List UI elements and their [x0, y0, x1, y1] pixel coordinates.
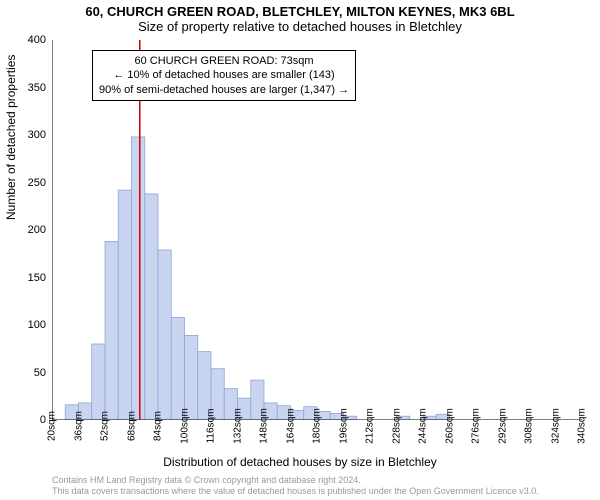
- y-tick-label: 350: [28, 82, 46, 94]
- x-tick-label: 164sqm: [285, 408, 296, 444]
- x-tick-label: 340sqm: [577, 408, 588, 444]
- y-tick-label: 0: [40, 414, 46, 426]
- x-tick-label: 244sqm: [418, 408, 429, 444]
- x-tick-label: 228sqm: [391, 408, 402, 444]
- x-tick-label: 52sqm: [100, 411, 111, 441]
- y-tick-label: 250: [28, 177, 46, 189]
- x-tick-label: 84sqm: [153, 411, 164, 441]
- y-tick-label: 50: [34, 367, 46, 379]
- x-tick-label: 196sqm: [338, 408, 349, 444]
- x-tick-label: 36sqm: [73, 411, 84, 441]
- y-tick-label: 200: [28, 224, 46, 236]
- x-tick-label: 260sqm: [444, 408, 455, 444]
- x-axis-label: Distribution of detached houses by size …: [0, 455, 600, 469]
- y-axis-label: Number of detached properties: [4, 55, 18, 220]
- histogram-chart: 60 CHURCH GREEN ROAD: 73sqm ← 10% of det…: [52, 40, 582, 420]
- x-tick-label: 100sqm: [179, 408, 190, 444]
- y-tick-label: 150: [28, 272, 46, 284]
- x-tick-label: 324sqm: [550, 408, 561, 444]
- y-tick-label: 100: [28, 319, 46, 331]
- annotation-box: 60 CHURCH GREEN ROAD: 73sqm ← 10% of det…: [92, 50, 356, 101]
- x-tick-label: 292sqm: [497, 408, 508, 444]
- x-tick-label: 308sqm: [524, 408, 535, 444]
- x-tick-label: 116sqm: [206, 409, 217, 444]
- x-tick-label: 180sqm: [312, 408, 323, 444]
- annotation-line1: 60 CHURCH GREEN ROAD: 73sqm: [99, 54, 349, 68]
- x-tick-label: 148sqm: [259, 408, 270, 444]
- annotation-line3: 90% of semi-detached houses are larger (…: [99, 83, 349, 97]
- annotation-line2: ← 10% of detached houses are smaller (14…: [99, 68, 349, 82]
- x-tick-label: 276sqm: [471, 408, 482, 444]
- y-tick-label: 300: [28, 129, 46, 141]
- page-title-address: 60, CHURCH GREEN ROAD, BLETCHLEY, MILTON…: [0, 0, 600, 19]
- x-tick-label: 68sqm: [126, 411, 137, 441]
- x-tick-label: 212sqm: [365, 408, 376, 444]
- footer-copyright: Contains HM Land Registry data © Crown c…: [52, 475, 361, 485]
- footer-license: This data covers transactions where the …: [52, 486, 539, 496]
- x-tick-label: 132sqm: [232, 408, 243, 444]
- page-subtitle: Size of property relative to detached ho…: [0, 19, 600, 36]
- x-tick-label: 20sqm: [47, 411, 58, 441]
- y-tick-label: 400: [28, 34, 46, 46]
